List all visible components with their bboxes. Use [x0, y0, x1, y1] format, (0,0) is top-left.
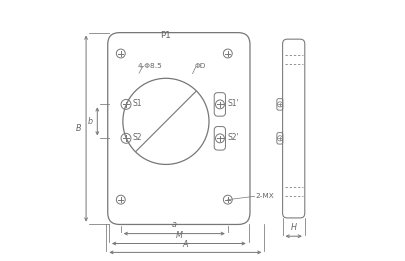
Text: b: b [87, 117, 92, 126]
Text: S1: S1 [132, 99, 141, 108]
Text: 2-MX: 2-MX [255, 193, 273, 199]
Text: B: B [76, 124, 81, 133]
Text: S2': S2' [226, 133, 238, 142]
Text: H: H [290, 223, 296, 232]
Text: a: a [171, 221, 176, 229]
Text: ΦD: ΦD [194, 63, 205, 69]
Text: A: A [182, 240, 188, 249]
Text: S1': S1' [226, 99, 238, 108]
Text: P1: P1 [160, 31, 170, 40]
Text: M: M [175, 231, 182, 240]
Text: 4-Φ8.5: 4-Φ8.5 [137, 63, 162, 69]
Text: S2: S2 [132, 133, 141, 142]
